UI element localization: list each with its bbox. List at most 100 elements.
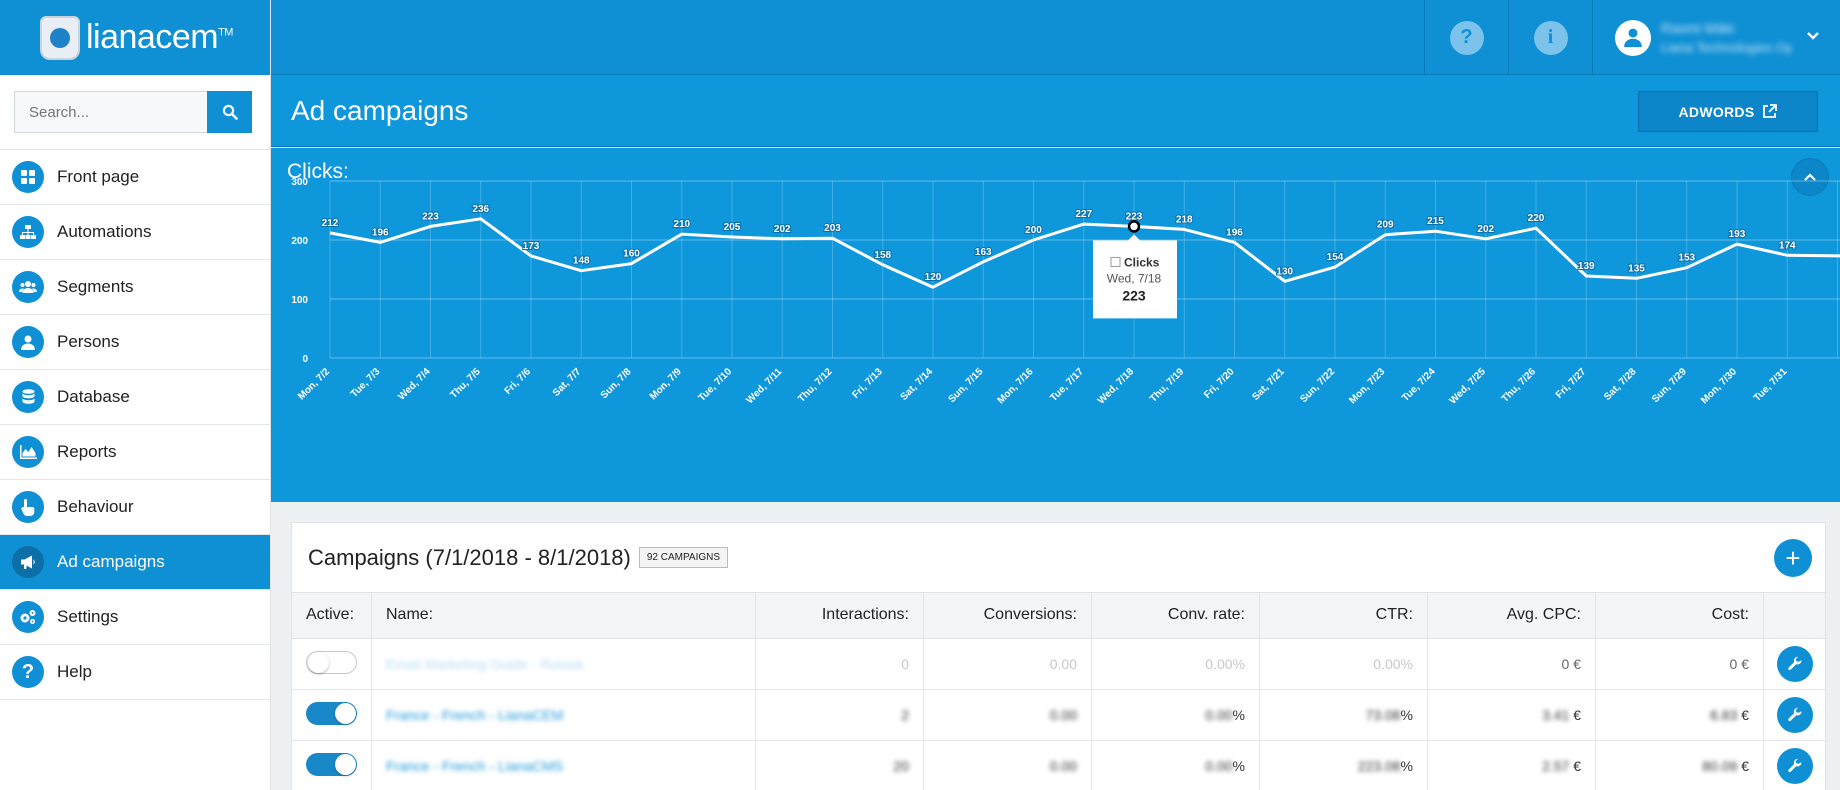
megaphone-icon <box>12 546 44 578</box>
edit-campaign-button[interactable] <box>1776 747 1813 784</box>
ctr-value: 0.00% <box>1373 655 1413 672</box>
x-axis-label: Sun, 7/8 <box>599 366 634 401</box>
col-interactions[interactable]: Interactions: <box>755 593 924 639</box>
avg-cpc-value: 0 € <box>1561 655 1581 672</box>
x-axis-label: Tue, 7/17 <box>1048 366 1086 404</box>
data-label: 218 <box>1176 214 1193 225</box>
table-header-row: Active: Name: Interactions: Conversions:… <box>292 593 1825 639</box>
adwords-button[interactable]: ADWORDS <box>1638 91 1818 132</box>
logo-trademark: TM <box>218 26 233 39</box>
sidebar-item-reports[interactable]: Reports <box>0 425 270 480</box>
conv-rate-value: 0.00 <box>1205 706 1233 723</box>
svg-text:Clicks: Clicks <box>1124 255 1160 269</box>
col-cost[interactable]: Cost: <box>1595 593 1764 639</box>
active-toggle[interactable] <box>306 701 357 725</box>
table-row: Email Marketing Guide - Russia 0 0.00 0.… <box>292 638 1825 690</box>
campaign-name-link[interactable]: Email Marketing Guide - Russia <box>386 655 583 672</box>
data-label: 158 <box>874 250 891 261</box>
user-avatar-icon <box>1624 28 1642 47</box>
col-conversions[interactable]: Conversions: <box>923 593 1092 639</box>
sidebar-item-database[interactable]: Database <box>0 370 270 425</box>
col-name[interactable]: Name: <box>371 593 756 639</box>
x-axis-label: Fri, 7/6 <box>503 366 534 397</box>
x-axis-label: Wed, 7/11 <box>744 366 784 406</box>
edit-campaign-button[interactable] <box>1776 696 1813 733</box>
sidebar-item-label: Ad campaigns <box>57 552 165 571</box>
sidebar-item-settings[interactable]: Settings <box>0 590 270 645</box>
sidebar-item-label: Database <box>57 387 130 406</box>
conv-rate-value: 0.00 <box>1205 757 1233 774</box>
user-info: Rasmi Mäki Liana Technologies Oy <box>1661 20 1792 55</box>
sidebar-item-persons[interactable]: Persons <box>0 315 270 370</box>
col-conv-rate[interactable]: Conv. rate: <box>1091 593 1260 639</box>
sidebar-item-help[interactable]: ? Help <box>0 645 270 700</box>
col-avg-cpc[interactable]: Avg. CPC: <box>1427 593 1596 639</box>
x-axis-label: Fri, 7/20 <box>1202 366 1237 401</box>
active-toggle[interactable] <box>306 650 357 674</box>
x-axis-label: Sun, 7/22 <box>1298 366 1337 405</box>
clicks-series-line <box>329 217 1840 289</box>
chart-grid: 0 100 200 300 <box>291 177 1840 365</box>
svg-text:Wed, 7/18: Wed, 7/18 <box>1107 271 1162 285</box>
x-axis-label: Tue, 7/3 <box>349 366 383 400</box>
active-toggle[interactable] <box>306 752 357 776</box>
campaign-name-link[interactable]: France - French - LianaCMS <box>386 757 564 774</box>
add-campaign-button[interactable]: + <box>1774 539 1812 577</box>
col-active[interactable]: Active: <box>292 593 372 639</box>
x-axis-label: Mon, 7/23 <box>1347 366 1387 406</box>
dashboard-icon <box>12 161 44 193</box>
conv-rate-value: 0.00% <box>1205 655 1245 672</box>
data-label: 120 <box>925 272 942 283</box>
data-label: 196 <box>1226 227 1243 238</box>
data-label: 130 <box>1276 266 1293 277</box>
svg-text:0: 0 <box>302 354 308 365</box>
x-axis-label: Tue, 7/24 <box>1400 366 1438 404</box>
data-label: 223 <box>1126 211 1143 222</box>
top-bar: ? i Rasmi Mäki Liana Technologies Oy <box>271 0 1840 75</box>
data-label: 160 <box>623 249 640 260</box>
hovered-data-point[interactable] <box>1127 220 1141 233</box>
data-label: 135 <box>1628 263 1645 274</box>
data-label: 215 <box>1427 216 1444 227</box>
x-axis-label: Mon, 7/30 <box>1699 366 1739 406</box>
collapse-chart-button[interactable] <box>1791 158 1829 196</box>
edit-campaign-button[interactable] <box>1776 645 1813 682</box>
data-label: 173 <box>523 241 540 252</box>
data-label: 163 <box>975 247 992 258</box>
data-label: 202 <box>1477 224 1494 235</box>
search-button[interactable] <box>207 91 252 133</box>
sidebar-item-automations[interactable]: Automations <box>0 205 270 260</box>
interactions-value: 20 <box>893 757 909 774</box>
interactions-value: 2 <box>901 706 909 723</box>
chart-title: Clicks: <box>287 160 349 183</box>
sidebar-item-segments[interactable]: Segments <box>0 260 270 315</box>
x-axis-label: Wed, 7/25 <box>1448 366 1489 407</box>
sidebar-item-behaviour[interactable]: Behaviour <box>0 480 270 535</box>
info-button[interactable]: i <box>1508 0 1592 75</box>
sidebar-item-label: Help <box>57 662 92 681</box>
x-axis-label: Thu, 7/26 <box>1500 366 1539 405</box>
clicks-line-chart[interactable]: 0 100 200 300 212 196 223 236 173 148 160 210 205 202… <box>271 148 1840 502</box>
sidebar: lianacemTM Front page Automations Segmen… <box>0 0 271 790</box>
wrench-icon <box>1787 707 1802 721</box>
sidebar-item-label: Segments <box>57 277 134 296</box>
help-button[interactable]: ? <box>1424 0 1508 75</box>
sidebar-item-label: Behaviour <box>57 497 134 516</box>
svg-text:200: 200 <box>291 236 308 247</box>
user-menu[interactable]: Rasmi Mäki Liana Technologies Oy <box>1592 0 1840 75</box>
sidebar-item-ad-campaigns[interactable]: Ad campaigns <box>0 535 270 590</box>
campaigns-title: Campaigns (7/1/2018 - 8/1/2018) <box>308 544 631 570</box>
search-input[interactable] <box>14 91 207 133</box>
chart-tooltip: Clicks Wed, 7/18 223 <box>1093 234 1177 319</box>
x-axis-label: Thu, 7/19 <box>1148 366 1187 405</box>
data-label: 212 <box>322 218 339 229</box>
logo[interactable]: lianacemTM <box>0 0 270 75</box>
col-ctr[interactable]: CTR: <box>1259 593 1428 639</box>
x-axis-label: Mon, 7/16 <box>996 366 1036 406</box>
cost-value: 80.09 <box>1702 757 1738 774</box>
logo-jar-icon <box>40 15 80 60</box>
sitemap-icon <box>12 216 44 248</box>
users-icon <box>12 271 44 303</box>
sidebar-item-front-page[interactable]: Front page <box>0 150 270 205</box>
campaign-name-link[interactable]: France - French - LianaCEM <box>386 706 564 723</box>
